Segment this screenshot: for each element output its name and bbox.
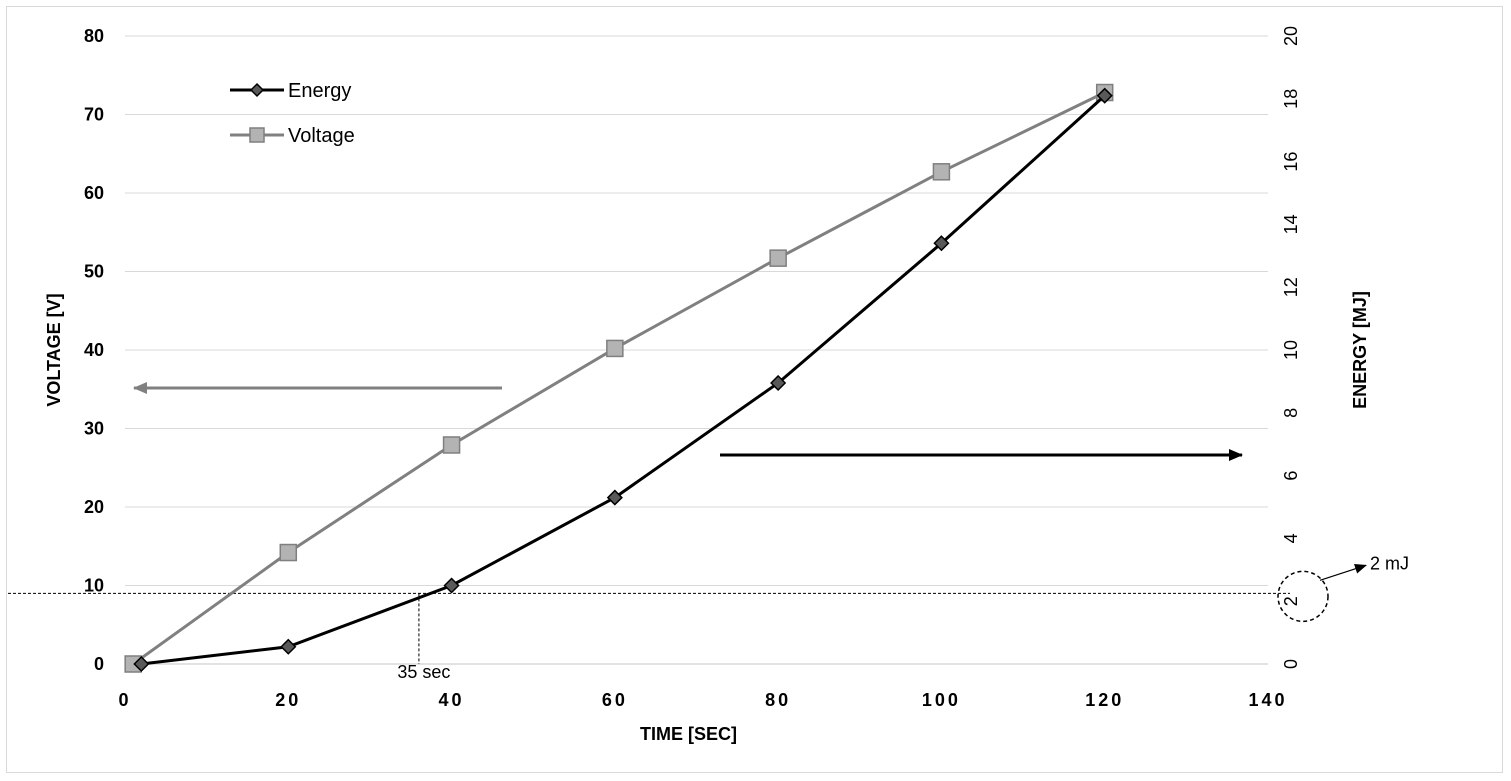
energy-point [443, 577, 460, 594]
voltage-point [932, 163, 951, 181]
energy-point [133, 655, 150, 673]
legend-label-energy: Energy [288, 80, 351, 102]
legend-label-voltage: Voltage [288, 125, 355, 147]
y-left-tick-label: 40 [84, 340, 104, 360]
threshold-circle [1277, 570, 1329, 623]
voltage-point [279, 543, 298, 562]
y-right-tick-label: 10 [1281, 340, 1301, 360]
series-line-voltage [132, 91, 1106, 666]
y-axis-left-title: VOLTAGE [V] [44, 293, 64, 406]
y-left-tick-label: 50 [84, 262, 104, 282]
x-axis-title: TIME [SEC] [640, 724, 737, 744]
x-tick-label: 100 [922, 690, 961, 710]
annotations: 35 sec 2 mJ [8, 382, 1409, 682]
legend: Energy Voltage [230, 80, 355, 147]
y-left-tick-label: 80 [84, 26, 104, 46]
x-tick-label: 40 [439, 690, 465, 710]
voltage-point [769, 249, 787, 267]
y-axis-right-title: ENERGY [MJ] [1350, 291, 1370, 409]
y-right-tick-label: 20 [1281, 26, 1301, 46]
y-left-tick-label: 0 [94, 654, 104, 674]
legend-marker-energy [249, 82, 265, 98]
voltage-point [442, 436, 461, 454]
energy-annotation-label: 2 mJ [1370, 553, 1409, 573]
y-right-tick-label: 0 [1281, 659, 1301, 669]
y-left-tick-label: 70 [84, 105, 104, 125]
x-tick-label: 0 [118, 690, 131, 710]
y-right-tick-label: 8 [1281, 408, 1301, 418]
y-right-tick-label: 6 [1281, 471, 1301, 481]
energy-point [933, 235, 950, 252]
legend-marker-voltage [249, 127, 265, 143]
y-right-tick-label: 2 [1281, 596, 1301, 606]
voltage-point [606, 339, 624, 358]
energy-point [280, 638, 297, 655]
y-right-tick-label: 4 [1281, 533, 1301, 543]
y-right-tick-label: 12 [1281, 277, 1301, 297]
y-right-tick-label: 16 [1281, 152, 1301, 172]
y-left-tick-label: 30 [84, 419, 104, 439]
y-left-tick-label: 60 [84, 183, 104, 203]
x-tick-label: 60 [602, 690, 628, 710]
energy-point [606, 489, 623, 506]
y-right-tick-label: 18 [1281, 89, 1301, 109]
x-tick-label: 120 [1085, 690, 1124, 710]
x-tick-label: 20 [275, 690, 301, 710]
y-left-tick-label: 10 [84, 576, 104, 596]
x-tick-label: 140 [1248, 690, 1287, 710]
gridlines [125, 35, 1268, 586]
y-right-tick-label: 14 [1281, 214, 1301, 234]
x-tick-label: 80 [765, 690, 791, 710]
time-annotation-label: 35 sec [397, 662, 450, 682]
y-left-tick-label: 20 [84, 497, 104, 517]
series-line-energy [141, 94, 1106, 666]
energy-point [1096, 87, 1113, 104]
tick-labels: 0 10 20 30 40 50 60 70 80 0 2 4 6 8 10 12 14 16 18 20 0 20 40 6… [84, 26, 1301, 710]
threshold-pointer-arrow [1319, 564, 1367, 581]
series [124, 83, 1114, 673]
energy-point [770, 374, 787, 392]
